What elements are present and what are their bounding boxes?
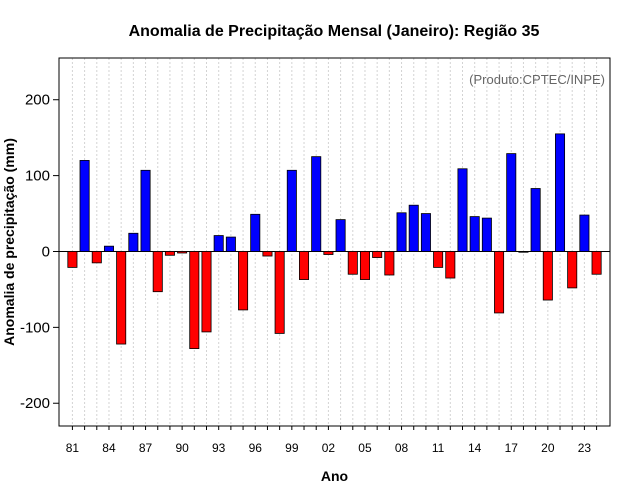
bar xyxy=(555,133,566,252)
y-tick-label: 0 xyxy=(42,243,50,260)
x-tick-label: 90 xyxy=(175,441,189,455)
x-tick-label: 05 xyxy=(358,441,372,455)
x-tick-label: 96 xyxy=(249,441,263,455)
bar xyxy=(347,251,358,275)
bar xyxy=(335,219,346,252)
x-axis: 81 84 87 90 93 96 99 02 05 08 11 14 17 20 23 xyxy=(66,426,598,455)
bar xyxy=(481,217,492,252)
bar xyxy=(408,204,419,252)
bar xyxy=(445,251,456,279)
bar xyxy=(359,251,370,280)
source-credit: (Produto:CPTEC/INPE) xyxy=(469,72,605,87)
bar xyxy=(238,251,249,311)
bar xyxy=(116,251,127,345)
bar xyxy=(79,160,90,252)
bar xyxy=(311,156,322,252)
bar xyxy=(494,251,505,314)
bar xyxy=(323,251,334,255)
bar xyxy=(177,251,188,254)
bar xyxy=(262,251,273,257)
x-tick-label: 84 xyxy=(102,441,116,455)
y-axis: -200 -100 0 100 200 xyxy=(20,92,59,412)
x-tick-label: 17 xyxy=(505,441,519,455)
bar xyxy=(396,212,407,252)
chart-title: Anomalia de Precipitação Mensal (Janeiro… xyxy=(129,23,540,40)
x-tick-label: 11 xyxy=(432,441,445,455)
bar xyxy=(140,169,151,252)
bar xyxy=(542,251,553,301)
bar xyxy=(457,168,468,252)
grid-lines xyxy=(71,58,598,426)
x-tick-label: 02 xyxy=(322,441,336,455)
bar xyxy=(67,251,78,268)
y-tick-label: 200 xyxy=(25,92,50,109)
bar xyxy=(152,251,163,293)
bar xyxy=(225,236,236,252)
bar xyxy=(128,232,139,252)
bar xyxy=(274,251,285,334)
bar xyxy=(579,214,590,252)
bar xyxy=(164,251,175,256)
x-tick-label: 14 xyxy=(468,441,482,455)
bar xyxy=(250,213,261,252)
bar xyxy=(189,251,200,350)
bar xyxy=(91,251,102,264)
bar xyxy=(384,251,395,276)
bar xyxy=(506,153,517,252)
bar xyxy=(372,251,383,258)
y-tick-label: 100 xyxy=(25,168,50,185)
bar xyxy=(299,251,310,280)
y-tick-label: -100 xyxy=(20,319,50,336)
x-tick-label: 81 xyxy=(66,441,80,455)
x-axis-title: Ano xyxy=(321,468,348,484)
bar xyxy=(420,213,431,252)
plot-frame xyxy=(58,57,611,427)
bar xyxy=(518,251,529,253)
bar xyxy=(469,216,480,252)
bar xyxy=(591,251,602,275)
x-tick-label: 87 xyxy=(139,441,153,455)
bar xyxy=(213,235,224,252)
bars xyxy=(67,133,602,350)
y-tick-label: -200 xyxy=(20,395,50,412)
x-tick-label: 93 xyxy=(212,441,226,455)
bar xyxy=(286,169,297,252)
bar xyxy=(530,188,541,252)
x-tick-label: 99 xyxy=(285,441,299,455)
x-tick-label: 20 xyxy=(541,441,555,455)
bar xyxy=(201,251,212,333)
bar xyxy=(103,245,114,252)
bar xyxy=(567,251,578,289)
bar xyxy=(433,251,444,268)
x-tick-label: 23 xyxy=(578,441,592,455)
y-axis-title: Anomalia de precipitação (mm) xyxy=(1,138,17,346)
x-tick-label: 08 xyxy=(395,441,409,455)
